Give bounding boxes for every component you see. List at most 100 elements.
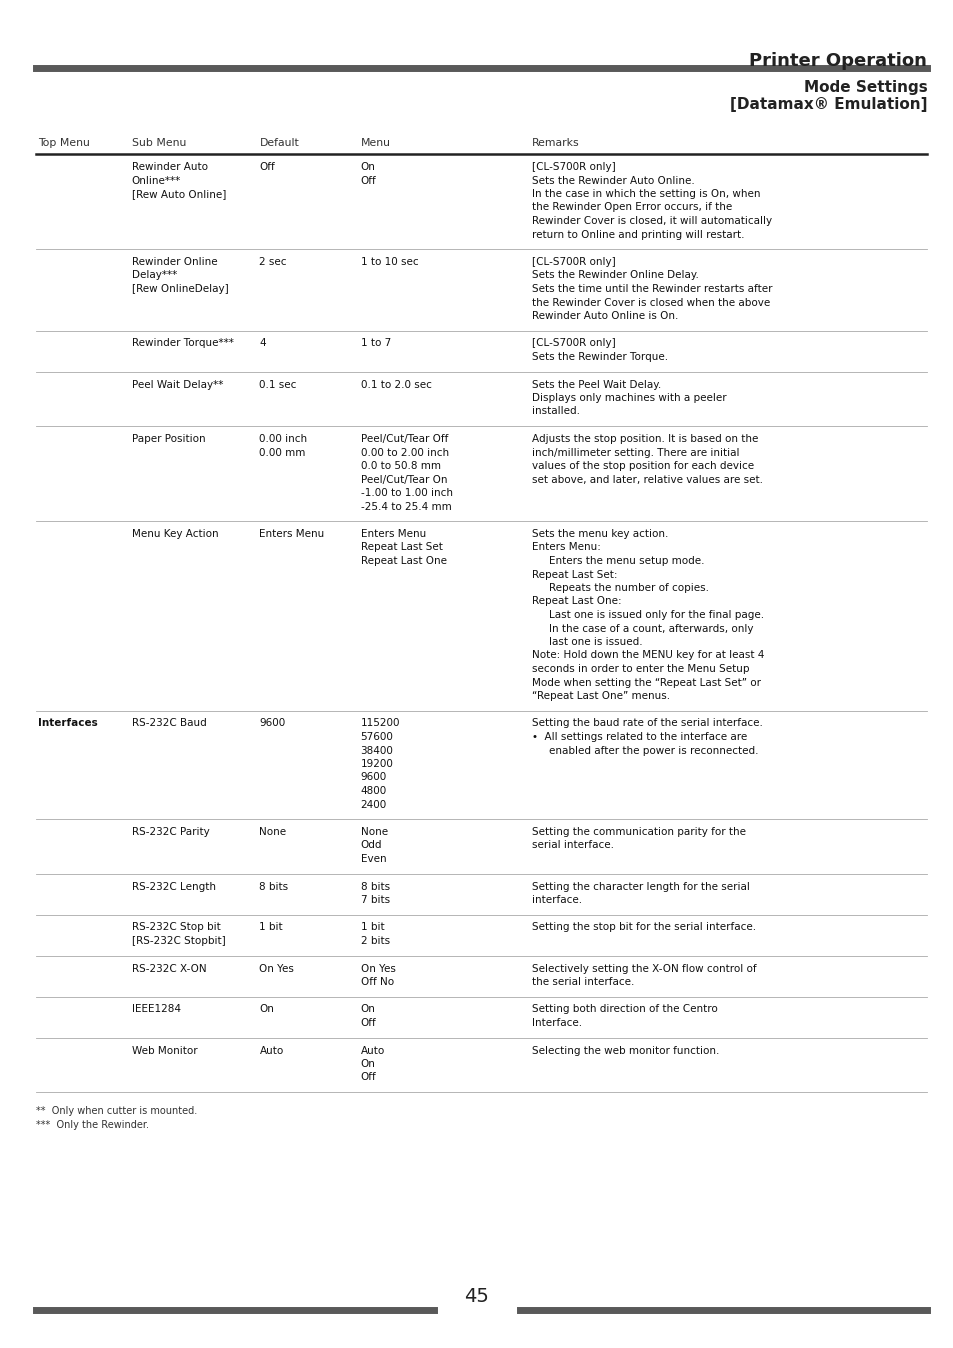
Text: interface.: interface. (532, 895, 582, 905)
Text: 9600: 9600 (360, 772, 387, 782)
Text: Auto: Auto (360, 1046, 384, 1055)
Text: Off: Off (259, 162, 275, 173)
Text: Menu: Menu (360, 137, 390, 148)
Text: values of the stop position for each device: values of the stop position for each dev… (532, 461, 754, 470)
Text: Last one is issued only for the final page.: Last one is issued only for the final pa… (549, 611, 763, 620)
Text: On Yes: On Yes (259, 964, 294, 973)
Text: Menu Key Action: Menu Key Action (132, 528, 218, 539)
Text: Selecting the web monitor function.: Selecting the web monitor function. (532, 1046, 719, 1055)
Text: Rewinder Torque***: Rewinder Torque*** (132, 338, 233, 349)
Text: -25.4 to 25.4 mm: -25.4 to 25.4 mm (360, 501, 451, 511)
Text: Sets the menu key action.: Sets the menu key action. (532, 528, 668, 539)
Text: Sets the Rewinder Torque.: Sets the Rewinder Torque. (532, 352, 668, 363)
Text: the serial interface.: the serial interface. (532, 977, 634, 987)
Text: Even: Even (360, 855, 386, 864)
Text: Setting the character length for the serial: Setting the character length for the ser… (532, 882, 749, 891)
Text: Rewinder Auto: Rewinder Auto (132, 162, 208, 173)
Text: IEEE1284: IEEE1284 (132, 1004, 180, 1015)
Text: [Datamax® Emulation]: [Datamax® Emulation] (729, 97, 926, 112)
Text: Odd: Odd (360, 841, 382, 851)
Text: 38400: 38400 (360, 745, 393, 755)
Text: Online***: Online*** (132, 175, 181, 186)
Text: 1 to 7: 1 to 7 (360, 338, 391, 349)
Text: [RS-232C Stopbit]: [RS-232C Stopbit] (132, 936, 225, 946)
Text: Selectively setting the X-ON flow control of: Selectively setting the X-ON flow contro… (532, 964, 756, 973)
Text: last one is issued.: last one is issued. (549, 638, 642, 647)
Text: Setting both direction of the Centro: Setting both direction of the Centro (532, 1004, 718, 1015)
Text: seconds in order to enter the Menu Setup: seconds in order to enter the Menu Setup (532, 665, 749, 674)
Text: [CL-S700R only]: [CL-S700R only] (532, 162, 616, 173)
Text: 9600: 9600 (259, 718, 286, 728)
Text: Off: Off (360, 1018, 376, 1029)
Text: RS-232C Length: RS-232C Length (132, 882, 215, 891)
Text: RS-232C Parity: RS-232C Parity (132, 828, 209, 837)
Text: 7 bits: 7 bits (360, 895, 390, 905)
Text: 57600: 57600 (360, 732, 393, 741)
Text: “Repeat Last One” menus.: “Repeat Last One” menus. (532, 692, 670, 701)
Text: Peel/Cut/Tear Off: Peel/Cut/Tear Off (360, 434, 448, 443)
Text: 4800: 4800 (360, 786, 387, 797)
Text: Off No: Off No (360, 977, 394, 987)
Text: Enters Menu:: Enters Menu: (532, 542, 600, 553)
Text: ***  Only the Rewinder.: *** Only the Rewinder. (36, 1120, 149, 1130)
Text: Mode Settings: Mode Settings (802, 80, 926, 94)
Text: Sub Menu: Sub Menu (132, 137, 186, 148)
Text: Sets the Rewinder Online Delay.: Sets the Rewinder Online Delay. (532, 271, 699, 280)
Text: 0.00 inch: 0.00 inch (259, 434, 307, 443)
Text: 1 bit: 1 bit (259, 922, 283, 933)
Text: In the case of a count, afterwards, only: In the case of a count, afterwards, only (549, 624, 753, 634)
Text: 2 sec: 2 sec (259, 257, 287, 267)
Text: On: On (360, 162, 375, 173)
Text: Off: Off (360, 1073, 376, 1082)
Text: [CL-S700R only]: [CL-S700R only] (532, 338, 616, 349)
Text: RS-232C Stop bit: RS-232C Stop bit (132, 922, 220, 933)
Text: Paper Position: Paper Position (132, 434, 205, 443)
Text: Repeat Last Set: Repeat Last Set (360, 542, 442, 553)
Text: 8 bits: 8 bits (360, 882, 390, 891)
Text: 0.1 sec: 0.1 sec (259, 380, 296, 390)
Text: Enters Menu: Enters Menu (360, 528, 425, 539)
Text: Adjusts the stop position. It is based on the: Adjusts the stop position. It is based o… (532, 434, 758, 443)
Text: Enters the menu setup mode.: Enters the menu setup mode. (549, 555, 704, 566)
Text: 45: 45 (464, 1287, 489, 1306)
Text: Rewinder Auto Online is On.: Rewinder Auto Online is On. (532, 311, 678, 321)
Text: -1.00 to 1.00 inch: -1.00 to 1.00 inch (360, 488, 452, 497)
Text: RS-232C X-ON: RS-232C X-ON (132, 964, 206, 973)
Text: In the case in which the setting is On, when: In the case in which the setting is On, … (532, 189, 760, 200)
Text: Peel Wait Delay**: Peel Wait Delay** (132, 380, 223, 390)
Text: the Rewinder Open Error occurs, if the: the Rewinder Open Error occurs, if the (532, 202, 732, 213)
Text: Repeat Last One:: Repeat Last One: (532, 597, 621, 607)
Text: Enters Menu: Enters Menu (259, 528, 324, 539)
Text: •  All settings related to the interface are: • All settings related to the interface … (532, 732, 747, 741)
Text: None: None (360, 828, 387, 837)
Text: 2400: 2400 (360, 799, 387, 810)
Text: Sets the time until the Rewinder restarts after: Sets the time until the Rewinder restart… (532, 284, 772, 294)
Text: On: On (360, 1004, 375, 1015)
Text: Rewinder Cover is closed, it will automatically: Rewinder Cover is closed, it will automa… (532, 216, 772, 226)
Text: set above, and later, relative values are set.: set above, and later, relative values ar… (532, 474, 762, 484)
Text: enabled after the power is reconnected.: enabled after the power is reconnected. (549, 745, 758, 755)
Text: Repeat Last Set:: Repeat Last Set: (532, 569, 618, 580)
Text: **  Only when cutter is mounted.: ** Only when cutter is mounted. (36, 1105, 197, 1116)
Text: Auto: Auto (259, 1046, 283, 1055)
Text: [Rew OnlineDelay]: [Rew OnlineDelay] (132, 284, 228, 294)
Text: 4: 4 (259, 338, 266, 349)
Text: [Rew Auto Online]: [Rew Auto Online] (132, 189, 226, 200)
Text: Default: Default (259, 137, 299, 148)
Text: Sets the Rewinder Auto Online.: Sets the Rewinder Auto Online. (532, 175, 695, 186)
Text: Setting the stop bit for the serial interface.: Setting the stop bit for the serial inte… (532, 922, 756, 933)
Text: Off: Off (360, 175, 376, 186)
Text: 115200: 115200 (360, 718, 399, 728)
Text: Remarks: Remarks (532, 137, 579, 148)
Text: Printer Operation: Printer Operation (749, 53, 926, 70)
Text: installed.: installed. (532, 407, 579, 417)
Text: 1 bit: 1 bit (360, 922, 384, 933)
Text: return to Online and printing will restart.: return to Online and printing will resta… (532, 229, 744, 240)
Text: 0.1 to 2.0 sec: 0.1 to 2.0 sec (360, 380, 431, 390)
Text: Setting the communication parity for the: Setting the communication parity for the (532, 828, 745, 837)
Text: Delay***: Delay*** (132, 271, 176, 280)
Text: RS-232C Baud: RS-232C Baud (132, 718, 206, 728)
Text: Setting the baud rate of the serial interface.: Setting the baud rate of the serial inte… (532, 718, 762, 728)
Text: 0.00 to 2.00 inch: 0.00 to 2.00 inch (360, 448, 448, 457)
Text: None: None (259, 828, 286, 837)
